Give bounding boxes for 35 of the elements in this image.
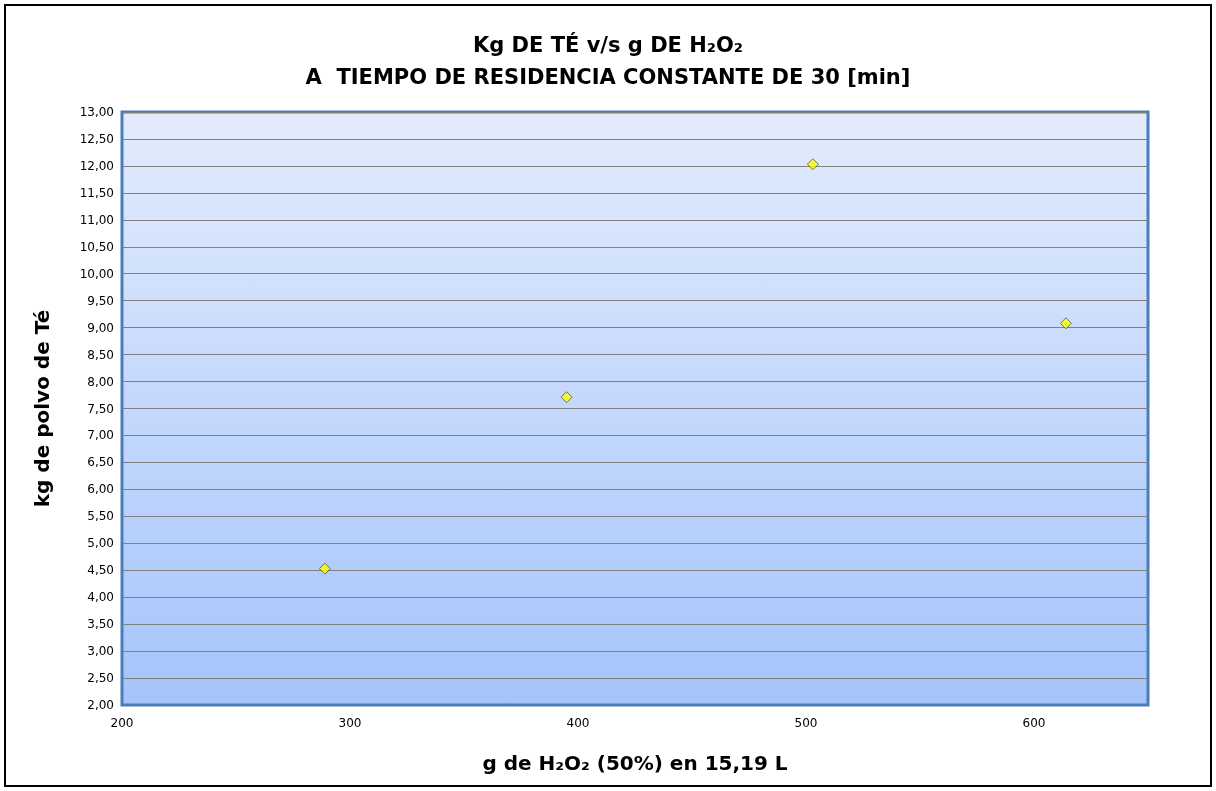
y-tick-label: 6,50	[87, 455, 114, 470]
point	[560, 391, 573, 404]
y-tick-label: 12,50	[79, 131, 114, 146]
y-tick-label: 2,50	[87, 671, 114, 686]
x-tick-label: 600	[1022, 716, 1046, 730]
x-tick-label: 500	[794, 716, 818, 730]
y-tick-label: 10,00	[79, 266, 114, 281]
y-tick-label: 7,00	[87, 428, 114, 443]
chart-title: Kg DE TÉ v/s g DE H₂O₂ A TIEMPO DE RESIDENCIA CONSTANTE DE 30 [min]	[305, 32, 911, 89]
y-tick-label: 3,50	[87, 617, 114, 632]
y-tick-label: 9,50	[87, 293, 114, 308]
y-tick-label: 13,00	[79, 105, 114, 119]
y-tick-label: 9,00	[87, 320, 114, 335]
y-tick-label: 6,00	[87, 482, 114, 497]
y-tick-label: 11,00	[79, 212, 114, 227]
y-tick-label: 3,00	[87, 644, 114, 659]
point	[806, 158, 819, 171]
x-tick-label: 200	[110, 716, 134, 730]
y-tick-label: 10,50	[79, 239, 114, 254]
y-tick-label: 5,50	[87, 509, 114, 524]
point	[318, 562, 331, 575]
x-tick-label: 400	[566, 716, 590, 730]
y-tick-label: 4,00	[87, 590, 114, 605]
y-tick-label: 4,50	[87, 563, 114, 578]
point	[1059, 317, 1072, 330]
y-tick-label: 7,50	[87, 401, 114, 416]
x-tick-label: 300	[338, 716, 362, 730]
y-tick-label: 12,00	[79, 158, 114, 173]
y-tick-label: 8,00	[87, 374, 114, 389]
y-tick-label: 5,00	[87, 536, 114, 551]
x-axis-title: g de H₂O₂ (50%) en 15,19 L	[482, 751, 788, 775]
y-axis-title: kg de polvo de Té	[30, 309, 54, 508]
y-tick-label: 11,50	[79, 185, 114, 200]
y-tick-label: 8,50	[87, 347, 114, 362]
y-tick-label: 2,00	[87, 698, 114, 712]
